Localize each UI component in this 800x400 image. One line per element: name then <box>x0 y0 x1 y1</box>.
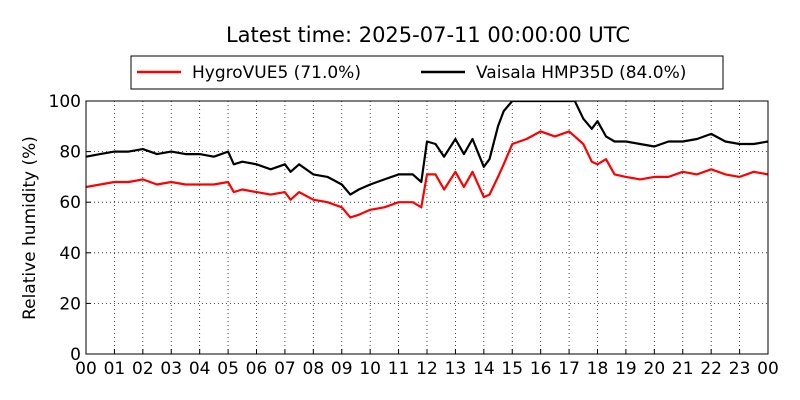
x-tick-label: 11 <box>388 359 410 379</box>
x-tick-label: 03 <box>160 359 182 379</box>
legend-label-hygrovue5: HygroVUE5 (71.0%) <box>192 63 361 83</box>
y-tick-label: 20 <box>59 294 81 314</box>
x-tick-label: 00 <box>757 359 779 379</box>
x-tick-label: 21 <box>672 359 694 379</box>
legend: HygroVUE5 (71.0%) Vaisala HMP35D (84.0%) <box>130 55 724 90</box>
y-tick-label: 100 <box>49 92 81 112</box>
x-tick-label: 22 <box>700 359 722 379</box>
x-tick-label: 20 <box>644 359 666 379</box>
chart-title: Latest time: 2025-07-11 00:00:00 UTC <box>226 23 630 47</box>
x-tick-label: 13 <box>445 359 467 379</box>
x-tick-label: 18 <box>587 359 609 379</box>
y-axis-label: Relative humidity (%) <box>20 136 40 320</box>
x-tick-label: 02 <box>132 359 154 379</box>
x-tick-label: 15 <box>501 359 523 379</box>
series-line-vaisala <box>86 101 768 196</box>
x-tick-label: 12 <box>416 359 438 379</box>
plot-frame <box>85 100 769 355</box>
x-tick-label: 09 <box>331 359 353 379</box>
series-lines <box>86 101 768 219</box>
legend-label-vaisala: Vaisala HMP35D (84.0%) <box>476 63 686 83</box>
x-tick-label: 23 <box>729 359 751 379</box>
x-tick-label: 10 <box>359 359 381 379</box>
x-tick-label: 07 <box>274 359 296 379</box>
y-tick-label: 0 <box>70 345 81 365</box>
x-tick-label: 19 <box>615 359 637 379</box>
x-tick-label: 06 <box>246 359 268 379</box>
x-tick-label: 01 <box>104 359 126 379</box>
axis-ticks: 00 01 02 03 04 05 06 07 08 09 10 11 12 13 14 15 16 17 18 19… <box>49 92 779 379</box>
y-tick-label: 40 <box>59 244 81 264</box>
y-tick-label: 60 <box>59 193 81 213</box>
x-tick-label: 14 <box>473 359 495 379</box>
x-tick-label: 04 <box>189 359 211 379</box>
x-tick-label: 17 <box>558 359 580 379</box>
x-tick-label: 00 <box>75 359 97 379</box>
x-tick-label: 05 <box>217 359 239 379</box>
y-tick-label: 80 <box>59 143 81 163</box>
series-line-hygrovue5 <box>86 130 768 219</box>
x-tick-label: 08 <box>303 359 325 379</box>
x-tick-label: 16 <box>530 359 552 379</box>
grid-lines <box>86 101 768 354</box>
